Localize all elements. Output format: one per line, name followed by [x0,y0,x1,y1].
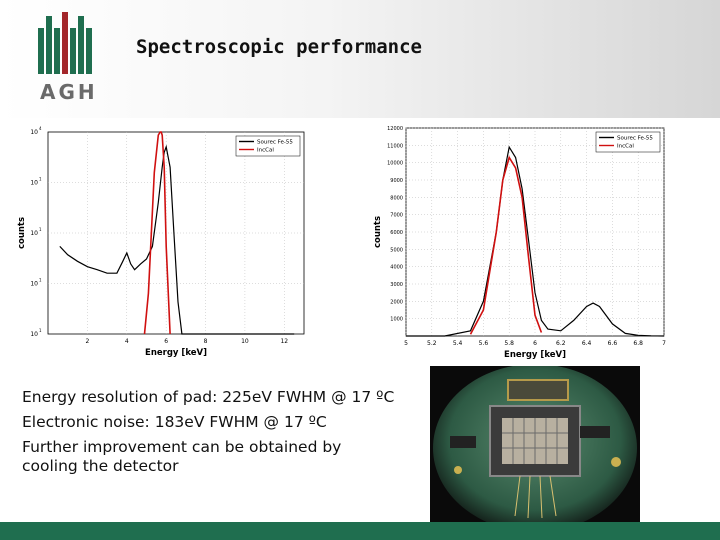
x-tick-label: 6.4 [582,340,592,347]
x-tick-label: 12 [280,338,288,345]
series-line-inccal [143,131,171,335]
y-tick-label: 12000 [387,126,403,132]
series-line-source [59,144,295,335]
y-tick-label: 3000 [390,282,403,288]
y-tick-exponent: 1 [39,227,42,232]
y-axis-label: counts [373,216,383,248]
chart-log-spectrum: 2 4 6 8 10 12 10 1 10 1 10 1 10 1 10 4 Sourec Fe-55 IncCa… [14,122,310,362]
y-tick-exponent: 1 [39,278,42,283]
y-axis-label: counts [17,217,27,249]
y-tick-label: 2000 [390,299,403,305]
detector-photo [430,366,640,526]
x-tick-label: 6 [533,340,537,347]
x-tick-label: 5.6 [479,340,489,347]
x-tick-label: 4 [125,338,129,345]
x-axis-label: Energy [keV] [145,348,207,358]
y-tick-label: 10000 [387,161,403,167]
x-tick-label: 6 [164,338,168,345]
bullet-further-improvement: Further improvement can be obtained by c… [22,438,342,475]
x-tick-label: 5.4 [453,340,463,347]
y-tick-label: 7000 [390,213,403,219]
x-tick-label: 2 [85,338,89,345]
footer-bar [0,522,720,540]
y-tick-label: 10 [30,281,38,288]
x-tick-label: 6.6 [608,340,618,347]
y-tick-label: 4000 [390,265,403,271]
body-text: Energy resolution of pad: 225eV FWHM @ 1… [22,388,402,482]
x-tick-label: 8 [204,338,208,345]
series-line-inccal [469,155,543,335]
logo-text: AGH [40,80,98,104]
y-tick-label: 9000 [390,178,403,184]
x-tick-label: 6.2 [556,340,566,347]
y-tick-exponent: 1 [39,328,42,333]
agh-logo [38,12,92,74]
chart-linear-spectrum-svg: 5 5.2 5.4 5.6 5.8 6 6.2 6.4 6.6 6.8 7 1000 2000 3000 4… [373,126,666,360]
y-tick-label: 5000 [390,247,403,253]
x-tick-label: 5.2 [427,340,437,347]
y-tick-label: 10 [30,331,38,338]
y-tick-exponent: 4 [39,126,42,131]
y-tick-label: 10 [30,230,38,237]
x-tick-label: 6.8 [633,340,643,347]
x-tick-label: 7 [662,340,666,347]
legend-label: Sourec Fe-55 [617,136,653,142]
legend-label: IncCal [617,144,634,150]
header-band [0,0,720,118]
y-tick-label: 1000 [390,317,403,323]
bullet-electronic-noise: Electronic noise: 183eV FWHM @ 17 ºC [22,413,327,431]
y-tick-label: 8000 [390,195,403,201]
legend-label: Sourec Fe-55 [257,140,293,146]
plot-area [47,131,305,335]
y-tick-exponent: 1 [39,177,42,182]
chart-linear-spectrum: 5 5.2 5.4 5.6 5.8 6 6.2 6.4 6.6 6.8 7 1000 2000 3000 4… [366,118,668,362]
bullet-energy-resolution: Energy resolution of pad: 225eV FWHM @ 1… [22,388,395,406]
legend-label: IncCal [257,148,274,154]
y-tick-label: 6000 [390,230,403,236]
slide-title: Spectroscopic performance [136,36,422,58]
x-tick-label: 5.8 [504,340,514,347]
x-tick-label: 5 [404,340,408,347]
detector-photo-illustration [433,366,637,526]
x-tick-label: 10 [241,338,249,345]
y-tick-label: 10 [30,129,38,136]
y-tick-label: 11000 [387,143,403,149]
x-axis-label: Energy [keV] [504,350,566,360]
y-tick-label: 10 [30,180,38,187]
